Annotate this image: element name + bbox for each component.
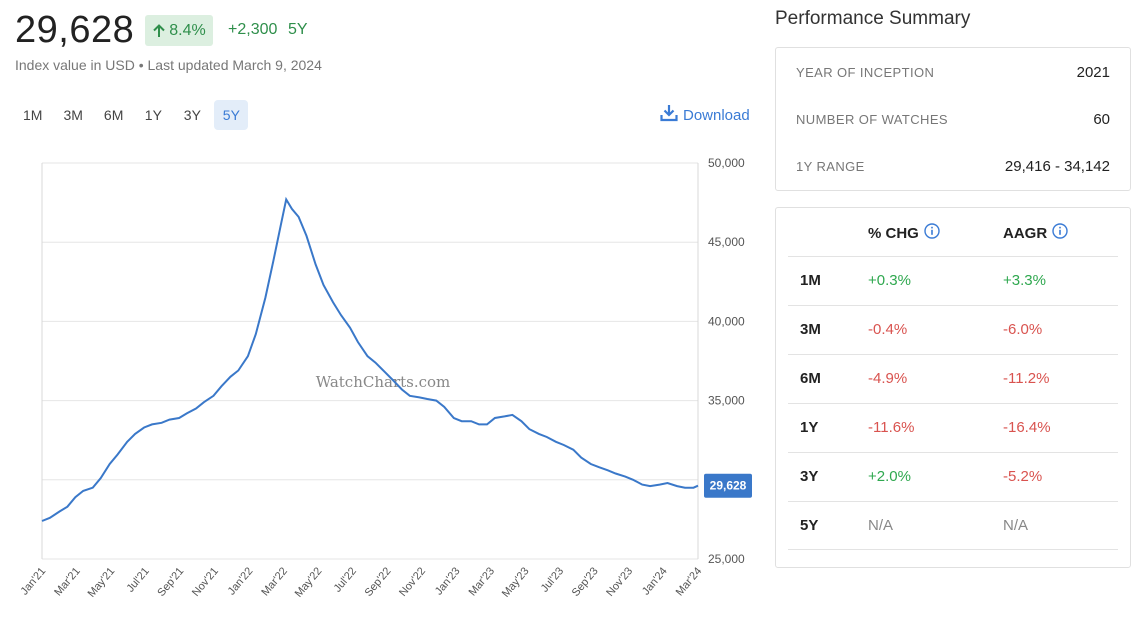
stat-row-1y-range: 1Y RANGE 29,416 - 34,142 [796,156,1110,176]
row-chg: +0.3% [868,272,911,289]
row-aagr: +3.3% [1003,272,1046,289]
series-line [41,196,699,522]
y-tick-label: 40,000 [708,314,745,328]
col-header-aagr-label: AAGR [1003,224,1048,242]
x-tick-label: Sep'21 [155,565,186,599]
performance-table: % CHG AAGR 1M +0.3% +3.3% 3M -0.4% -6.0%… [775,207,1131,568]
row-period: 6M [800,370,821,387]
current-value-label: 29,628 [704,473,752,498]
row-aagr: N/A [1003,517,1029,534]
row-chg: -4.9% [868,370,908,387]
table-row: 1Y -11.6% -16.4% [788,403,1118,452]
y-tick-label: 35,000 [708,394,745,408]
range-5y-button[interactable]: 5Y [214,100,249,130]
current-value-tag [704,473,752,498]
x-tick-label: Jul'22 [332,565,359,594]
index-value: 29,628 [15,9,135,51]
change-badge: 8.4% [145,15,213,46]
x-tick-label: Jan'22 [226,565,256,597]
index-subtitle: Index value in USD • Last updated March … [15,57,322,73]
info-icon[interactable] [924,223,940,243]
x-tick-label: Mar'24 [674,565,705,598]
x-tick-label: Sep'22 [363,565,394,599]
current-value-text: 29,628 [710,479,747,493]
row-aagr: -6.0% [1003,321,1043,338]
range-1m-button[interactable]: 1M [23,107,43,123]
stat-value: 2021 [1076,63,1110,81]
table-row: 1M +0.3% +3.3% [788,256,1118,305]
x-tick-label: Nov'23 [604,565,635,599]
performance-summary-title: Performance Summary [775,8,971,29]
table-row: 3M -0.4% -6.0% [788,305,1118,354]
x-tick-label: Nov'22 [397,565,428,599]
col-header-chg-label: % CHG [868,224,919,242]
range-6m-button[interactable]: 6M [103,107,124,123]
x-tick-label: Jul'21 [124,565,151,594]
y-tick-label: 50,000 [708,156,745,170]
range-3m-button[interactable]: 3M [63,107,83,123]
change-period: 5Y [288,21,308,38]
col-header-aagr: AAGR [1003,222,1068,244]
table-row: 5Y N/A N/A [788,501,1118,550]
row-period: 1Y [800,419,819,436]
y-tick-label: 25,000 [708,552,745,566]
stat-row-inception: YEAR OF INCEPTION 2021 [796,62,1110,82]
x-tick-label: May'23 [500,565,532,600]
stat-label: NUMBER OF WATCHES [796,111,948,127]
row-period: 3Y [800,468,819,485]
y-tick-label: 45,000 [708,235,745,249]
x-tick-label: Nov'21 [190,565,221,599]
stat-row-watches: NUMBER OF WATCHES 60 [796,109,1110,129]
download-icon [660,104,678,126]
row-period: 1M [800,272,821,289]
stat-value: 60 [1093,110,1110,128]
x-tick-label: Mar'23 [467,565,498,598]
stat-label: 1Y RANGE [796,158,865,174]
stat-label: YEAR OF INCEPTION [796,64,935,80]
x-tick-label: Jan'23 [433,565,463,597]
table-row: 6M -4.9% -11.2% [788,354,1118,403]
x-tick-label: Mar'21 [52,565,83,598]
info-icon[interactable] [1052,223,1068,243]
row-chg: -11.6% [868,419,915,436]
x-tick-label: Sep'23 [570,565,601,599]
row-aagr: -5.2% [1003,468,1043,485]
row-chg: +2.0% [868,468,911,485]
change-percent: 8.4% [169,21,206,39]
x-tick-label: Jul'23 [539,565,566,594]
col-header-chg: % CHG [868,222,940,244]
row-period: 3M [800,321,821,338]
range-3y-button[interactable]: 3Y [183,107,201,123]
x-tick-label: Jan'21 [18,565,48,597]
range-1y-button[interactable]: 1Y [144,107,162,123]
stat-value: 29,416 - 34,142 [1004,157,1110,175]
range-selector: 1M 3M 6M 1Y 3Y 5Y [15,100,249,130]
arrow-up-icon [152,23,166,38]
x-tick-label: Jan'24 [640,565,670,597]
x-tick-label: Mar'22 [259,565,290,598]
download-label: Download [683,106,750,124]
change-absolute: +2,300 [228,21,278,38]
table-row: 3Y +2.0% -5.2% [788,452,1118,501]
download-button[interactable]: Download [660,104,750,126]
row-chg: -0.4% [868,321,908,338]
summary-stats-card: YEAR OF INCEPTION 2021 NUMBER OF WATCHES… [775,47,1131,191]
watermark-text: WatchCharts.com [316,373,451,391]
row-aagr: -16.4% [1003,419,1051,436]
x-tick-label: May'21 [86,565,118,600]
row-aagr: -11.2% [1003,370,1050,387]
x-tick-label: May'22 [293,565,325,600]
row-chg: N/A [868,517,894,534]
row-period: 5Y [800,517,819,534]
